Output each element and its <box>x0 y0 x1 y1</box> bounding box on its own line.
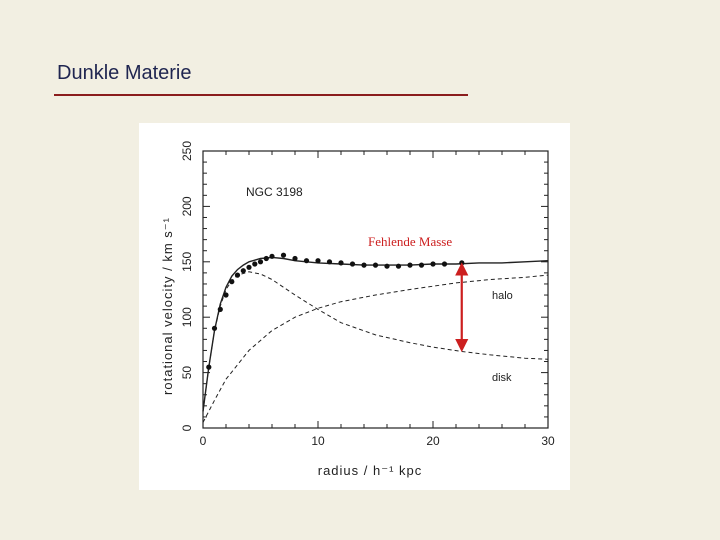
x-tick-label: 0 <box>200 434 207 448</box>
y-tick-label: 100 <box>180 307 194 327</box>
data-point <box>269 253 275 259</box>
data-point <box>430 261 436 267</box>
y-tick-label: 250 <box>180 141 194 161</box>
curves <box>202 256 549 423</box>
rotation-curve-chart: 0 10 20 30 0 50 100 150 200 250 NGC 3198 Fehlende… <box>160 141 555 478</box>
data-point <box>229 279 235 285</box>
data-point <box>246 264 252 270</box>
data-point <box>395 263 402 269</box>
data-point <box>338 260 344 266</box>
data-point <box>407 262 413 268</box>
data-point <box>315 258 321 264</box>
x-tick-label: 20 <box>426 434 440 448</box>
data-point <box>292 255 298 262</box>
data-point <box>280 252 287 258</box>
data-point <box>240 268 246 274</box>
y-tick-label: 150 <box>180 251 194 271</box>
title-underline <box>54 94 468 96</box>
data-point <box>252 261 258 267</box>
data-point <box>384 263 390 269</box>
data-point <box>263 255 269 262</box>
axis-ticks: 0 10 20 30 0 50 100 150 200 250 <box>180 141 555 448</box>
disk-label: disk <box>492 372 512 384</box>
data-point <box>372 262 379 268</box>
data-point <box>303 258 310 264</box>
data-point <box>459 260 465 266</box>
slide-title: Dunkle Materie <box>57 62 192 84</box>
plot-frame <box>202 150 549 429</box>
halo-curve <box>202 274 549 423</box>
y-tick-label: 200 <box>180 196 194 216</box>
data-point <box>349 261 356 267</box>
data-point <box>326 259 333 265</box>
y-tick-label: 0 <box>180 424 194 431</box>
data-point <box>441 261 448 267</box>
data-point <box>418 262 425 268</box>
y-axis-label: rotational velocity / km s⁻¹ <box>160 217 175 395</box>
data-point <box>257 259 264 265</box>
observed-points <box>206 252 465 370</box>
missing-mass-label: Fehlende Masse <box>368 234 452 249</box>
x-tick-label: 10 <box>311 434 325 448</box>
galaxy-label: NGC 3198 <box>246 185 303 199</box>
halo-label: halo <box>492 290 513 302</box>
x-tick-label: 30 <box>541 434 555 448</box>
rotation-curve-figure: 0 10 20 30 0 50 100 150 200 250 NGC 3198 Fehlende… <box>139 123 570 490</box>
data-point <box>217 306 223 312</box>
data-point <box>234 272 241 278</box>
data-point <box>206 364 212 370</box>
data-point <box>361 262 367 268</box>
data-point <box>223 292 229 298</box>
x-axis-label: radius / h⁻¹ kpc <box>318 463 423 478</box>
y-tick-label: 50 <box>180 366 194 380</box>
data-point <box>211 325 218 331</box>
